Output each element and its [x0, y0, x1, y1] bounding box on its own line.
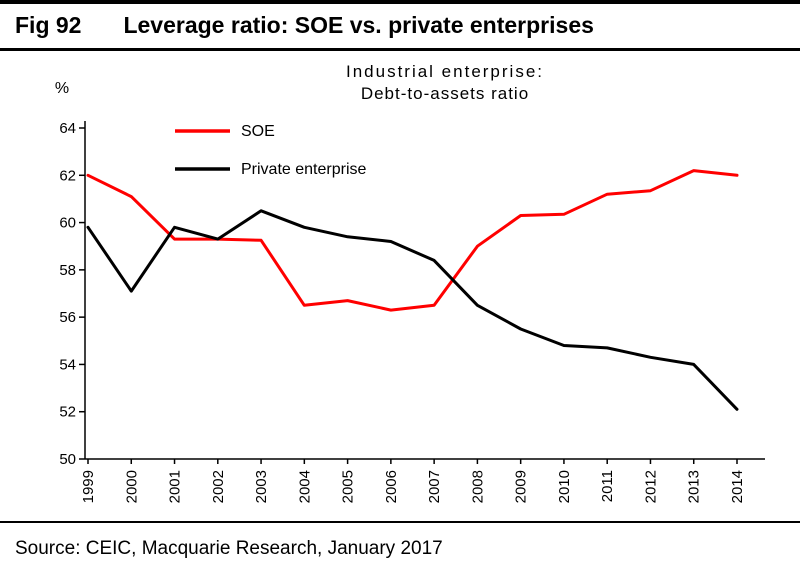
x-tick-label: 2012 — [642, 470, 659, 503]
figure-title: Leverage ratio: SOE vs. private enterpri… — [123, 12, 594, 38]
chart-title-line2: Debt-to-assets ratio — [361, 84, 529, 103]
y-tick-label: 64 — [59, 120, 76, 137]
x-tick-label: 1999 — [80, 470, 97, 503]
y-tick-label: 52 — [59, 404, 76, 421]
legend-label: Private enterprise — [241, 161, 366, 178]
x-tick-label: 2006 — [383, 470, 400, 503]
y-tick-label: 54 — [59, 356, 76, 373]
x-tick-label: 2003 — [253, 470, 270, 503]
source-row: Source: CEIC, Macquarie Research, Januar… — [0, 521, 800, 560]
x-tick-label: 2014 — [729, 470, 746, 503]
x-tick-label: 2009 — [513, 470, 530, 503]
x-tick-label: 2000 — [123, 470, 140, 503]
x-tick-label: 2011 — [599, 470, 616, 502]
figure-header: Fig 92 Leverage ratio: SOE vs. private e… — [0, 0, 800, 51]
y-tick-label: 50 — [59, 451, 76, 468]
x-tick-label: 2007 — [426, 470, 443, 503]
y-axis-unit-label: % — [55, 80, 69, 97]
chart-title-line1: Industrial enterprise: — [346, 62, 544, 81]
y-tick-label: 62 — [59, 167, 76, 184]
private-enterprise-line — [86, 209, 739, 411]
x-tick-label: 2013 — [686, 470, 703, 503]
soe-line — [86, 169, 739, 312]
x-tick-label: 2002 — [210, 470, 227, 503]
figure-label: Fig 92 — [15, 12, 82, 38]
x-tick-label: 2005 — [340, 470, 357, 503]
y-tick-label: 60 — [59, 215, 76, 232]
chart-area: Industrial enterprise: Debt-to-assets rat… — [0, 51, 800, 521]
legend-label: SOE — [241, 123, 275, 140]
x-tick-label: 2004 — [296, 470, 313, 503]
x-tick-label: 2008 — [469, 470, 486, 503]
x-tick-label: 2010 — [556, 470, 573, 503]
y-tick-label: 56 — [59, 309, 76, 326]
line-chart: Industrial enterprise: Debt-to-assets rat… — [55, 62, 765, 503]
source-text: Source: CEIC, Macquarie Research, Januar… — [15, 538, 443, 559]
x-tick-label: 2001 — [167, 470, 184, 503]
y-tick-label: 58 — [59, 262, 76, 279]
